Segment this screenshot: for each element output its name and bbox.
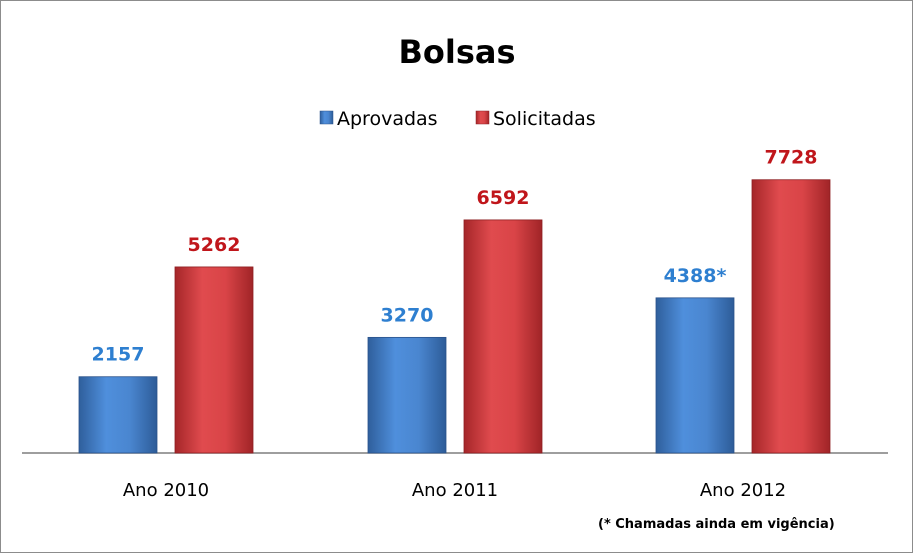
bars-group xyxy=(78,179,831,454)
x-tick-label-1: Ano 2010 xyxy=(123,480,209,501)
value-label-solicitadas-3: 7728 xyxy=(765,147,818,169)
bar-aprovadas-2 xyxy=(367,336,447,454)
legend-label-solicitadas: Solicitadas xyxy=(493,108,596,130)
legend: Aprovadas Solicitadas xyxy=(319,108,596,130)
bar-solicitadas-1 xyxy=(174,266,254,454)
value-label-aprovadas-2: 3270 xyxy=(381,304,434,326)
value-label-solicitadas-2: 6592 xyxy=(477,187,530,209)
legend-swatch-aprovadas xyxy=(319,110,334,125)
bar-aprovadas-3 xyxy=(655,297,735,454)
x-tick-label-2: Ano 2011 xyxy=(412,480,498,501)
legend-label-aprovadas: Aprovadas xyxy=(337,108,438,130)
value-label-solicitadas-1: 5262 xyxy=(188,234,241,256)
bar-aprovadas-1 xyxy=(78,376,158,454)
value-label-aprovadas-3: 4388* xyxy=(664,265,727,287)
value-labels-group: 2157 5262 3270 6592 4388* 7728 xyxy=(92,147,818,366)
value-label-aprovadas-1: 2157 xyxy=(92,344,145,366)
footnote: (* Chamadas ainda em vigência) xyxy=(598,517,835,532)
chart-title: Bolsas xyxy=(398,33,515,71)
legend-swatch-solicitadas xyxy=(475,110,490,125)
x-tick-labels-group: Ano 2010 Ano 2011 Ano 2012 xyxy=(123,480,786,501)
bar-solicitadas-3 xyxy=(751,179,831,454)
x-tick-label-3: Ano 2012 xyxy=(700,480,786,501)
bar-solicitadas-2 xyxy=(463,219,543,454)
